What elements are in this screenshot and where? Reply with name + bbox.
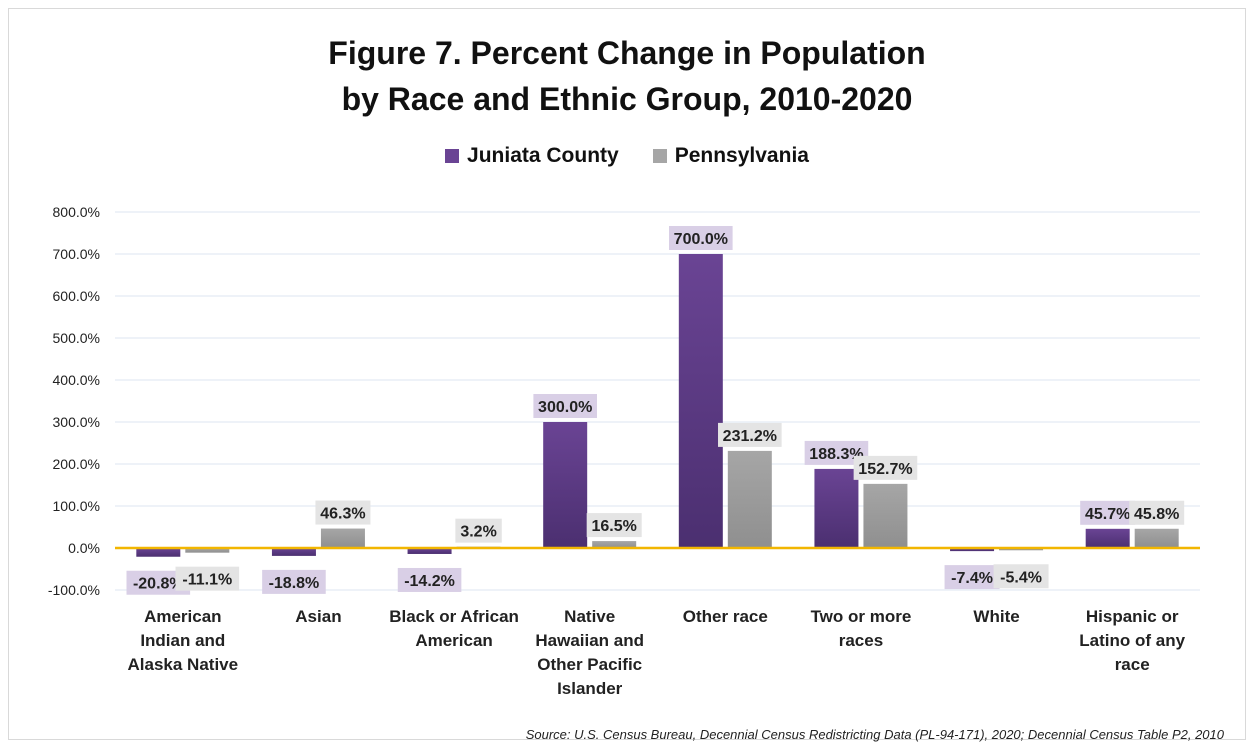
data-label-juniata: 700.0% <box>674 231 728 248</box>
data-label-pennsylvania: -11.1% <box>182 572 232 589</box>
y-tick-label: 800.0% <box>53 204 100 220</box>
x-category-label: American <box>415 631 492 650</box>
x-category-label: Islander <box>557 679 623 698</box>
x-category-label: American <box>144 607 221 626</box>
y-tick-label: 0.0% <box>68 540 100 556</box>
x-category-label: race <box>1115 655 1150 674</box>
x-category-label: Two or more <box>811 607 912 626</box>
x-category-label: Native <box>564 607 615 626</box>
bar-juniata <box>543 422 587 548</box>
data-label-pennsylvania: 231.2% <box>723 428 777 445</box>
source-note: Source: U.S. Census Bureau, Decennial Ce… <box>526 727 1224 742</box>
data-label-juniata: -7.4% <box>951 570 993 587</box>
y-tick-label: 300.0% <box>53 414 100 430</box>
data-label-pennsylvania: 3.2% <box>460 524 496 541</box>
x-category-label: Other race <box>683 607 768 626</box>
bar-pennsylvania <box>728 451 772 548</box>
data-label-pennsylvania: -5.4% <box>1000 569 1042 586</box>
data-label-juniata: 300.0% <box>538 399 592 416</box>
bar-pennsylvania <box>863 484 907 548</box>
x-category-label: Hawaiian and <box>535 631 644 650</box>
data-label-juniata: -18.8% <box>269 575 320 592</box>
data-label-juniata: 45.7% <box>1085 506 1130 523</box>
y-tick-label: 600.0% <box>53 288 100 304</box>
bar-pennsylvania <box>321 529 365 548</box>
x-category-label: Asian <box>295 607 341 626</box>
y-tick-label: 500.0% <box>53 330 100 346</box>
x-category-label: races <box>839 631 883 650</box>
x-category-label: Other Pacific <box>537 655 642 674</box>
x-category-label: Indian and <box>140 631 225 650</box>
y-tick-label: 200.0% <box>53 456 100 472</box>
x-category-label: Hispanic or <box>1086 607 1179 626</box>
bar-juniata <box>814 469 858 548</box>
x-category-label: Latino of any <box>1079 631 1185 650</box>
data-label-pennsylvania: 152.7% <box>858 461 912 478</box>
data-label-pennsylvania: 45.8% <box>1134 506 1179 523</box>
data-label-pennsylvania: 16.5% <box>592 518 637 535</box>
x-category-label: Black or African <box>389 607 519 626</box>
x-category-label: Alaska Native <box>128 655 239 674</box>
bar-pennsylvania <box>1135 529 1179 548</box>
data-label-pennsylvania: 46.3% <box>320 506 365 523</box>
bar-juniata <box>136 548 180 557</box>
y-tick-label: -100.0% <box>48 582 100 598</box>
x-category-label: White <box>973 607 1019 626</box>
y-tick-label: 400.0% <box>53 372 100 388</box>
y-tick-label: 100.0% <box>53 498 100 514</box>
bar-juniata <box>679 254 723 548</box>
data-label-juniata: -14.2% <box>404 573 455 590</box>
y-tick-label: 700.0% <box>53 246 100 262</box>
bar-juniata <box>1086 529 1130 548</box>
